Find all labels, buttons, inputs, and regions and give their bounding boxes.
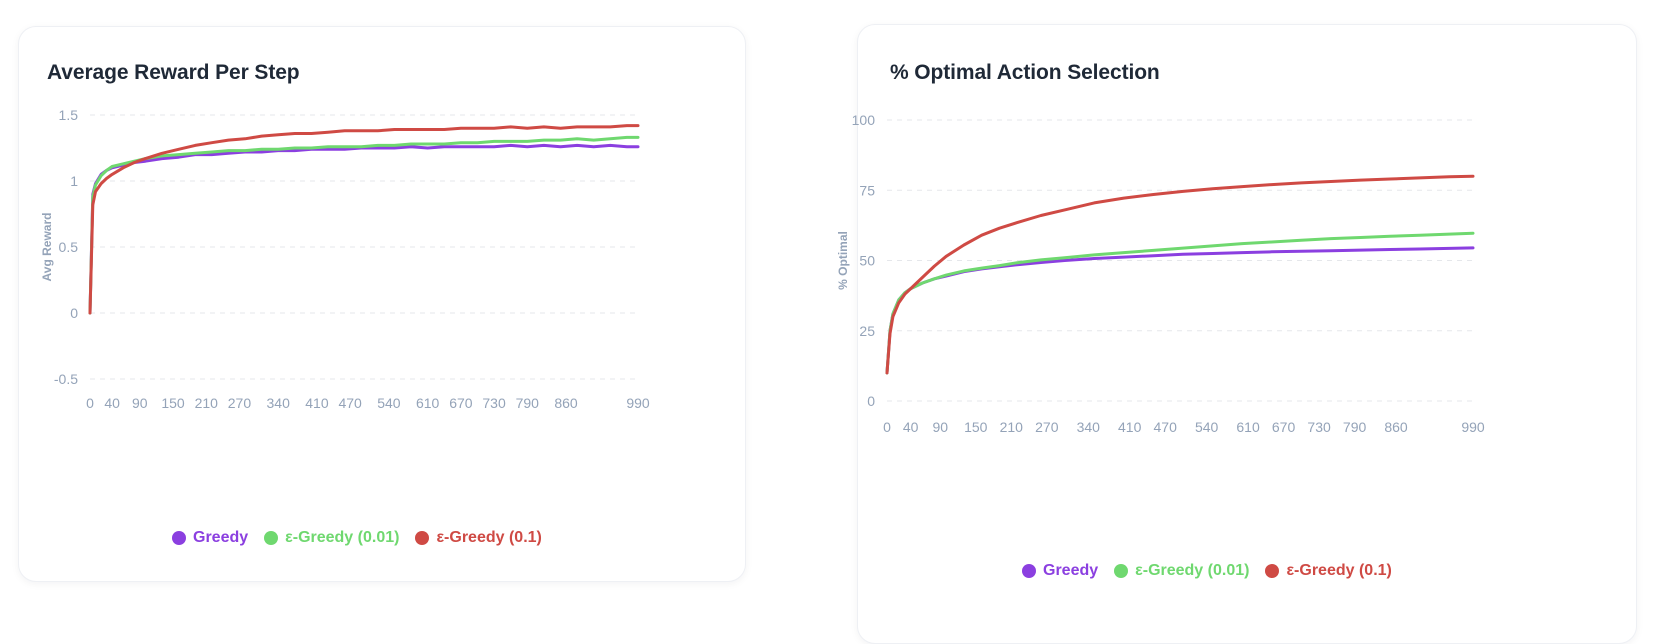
reward-y-tick-label: 1: [70, 173, 78, 189]
reward-y-tick-label: -0.5: [54, 371, 78, 387]
legend-item-eps-01[interactable]: ε-Greedy (0.1): [1265, 562, 1392, 580]
legend-label-eps-001: ε-Greedy (0.01): [1135, 562, 1250, 579]
reward-series-line-greedy[interactable]: [88, 143, 640, 315]
optimal-x-tick-label: 610: [1236, 419, 1260, 435]
legend-item-eps-01[interactable]: ε-Greedy (0.1): [415, 529, 542, 547]
reward-x-tick-label: 270: [228, 395, 252, 411]
legend-item-greedy[interactable]: Greedy: [1022, 562, 1098, 580]
optimal-x-tick-label: 410: [1118, 419, 1142, 435]
reward-x-tick-label: 990: [626, 395, 650, 411]
legend-dot-greedy: [1022, 564, 1036, 578]
reward-chart-legend: Greedy ε-Greedy (0.01) ε-Greedy (0.1): [172, 529, 542, 547]
reward-x-tick-label: 790: [516, 395, 540, 411]
optimal-x-tick-label: 270: [1035, 419, 1059, 435]
reward-x-tick-label: 40: [104, 395, 120, 411]
reward-chart-title: Average Reward Per Step: [47, 61, 300, 84]
optimal-series-line-eps-01[interactable]: [885, 174, 1475, 375]
optimal-chart-svg: 0 25 50 75 100 0 40 90 150 210 270 340 410 470 540 610 6…: [836, 112, 1485, 435]
reward-x-tick-label: 410: [305, 395, 329, 411]
legend-item-eps-001[interactable]: ε-Greedy (0.01): [1114, 562, 1249, 580]
optimal-y-tick-label: 100: [852, 112, 876, 128]
legend-label-greedy: Greedy: [193, 529, 249, 546]
reward-x-tick-label: 470: [338, 395, 362, 411]
optimal-x-tick-label: 150: [964, 419, 988, 435]
optimal-x-tick-label: 90: [932, 419, 948, 435]
optimal-x-tick-label: 340: [1077, 419, 1101, 435]
optimal-x-tick-label: 470: [1154, 419, 1178, 435]
reward-series-line-eps-001[interactable]: [88, 135, 640, 315]
optimal-x-tick-label: 860: [1384, 419, 1408, 435]
reward-x-tick-label: 0: [86, 395, 94, 411]
optimal-x-tick-label: 210: [1000, 419, 1024, 435]
legend-item-eps-001[interactable]: ε-Greedy (0.01): [264, 529, 399, 547]
reward-series-line-eps-01[interactable]: [88, 124, 640, 315]
legend-dot-greedy: [172, 531, 186, 545]
reward-y-tick-label: 0.5: [59, 239, 79, 255]
legend-dot-eps-001: [264, 531, 279, 545]
legend-label-eps-01: ε-Greedy (0.1): [1286, 562, 1392, 579]
optimal-chart-title: % Optimal Action Selection: [890, 61, 1160, 84]
reward-y-tick-label: 0: [70, 305, 78, 321]
legend-label-eps-001: ε-Greedy (0.01): [285, 529, 400, 546]
legend-dot-eps-01: [415, 531, 430, 545]
legend-dot-eps-01: [1265, 564, 1280, 578]
reward-x-tick-label: 540: [377, 395, 401, 411]
optimal-y-tick-label: 75: [859, 182, 875, 198]
optimal-x-tick-label: 990: [1461, 419, 1485, 435]
reward-x-tick-label: 730: [482, 395, 506, 411]
optimal-y-tick-label: 25: [859, 323, 875, 339]
legend-dot-eps-001: [1114, 564, 1129, 578]
reward-x-tick-label: 340: [267, 395, 291, 411]
reward-x-tick-label: 610: [416, 395, 440, 411]
optimal-x-tick-label: 540: [1195, 419, 1219, 435]
optimal-x-tick-label: 40: [903, 419, 919, 435]
optimal-x-tick-label: 0: [883, 419, 891, 435]
reward-x-tick-label: 860: [554, 395, 578, 411]
optimal-x-tick-label: 730: [1307, 419, 1331, 435]
reward-x-tick-label: 90: [132, 395, 148, 411]
optimal-y-tick-label: 0: [867, 393, 875, 409]
optimal-chart-legend: Greedy ε-Greedy (0.01) ε-Greedy (0.1): [1022, 562, 1392, 580]
reward-chart-card: Average Reward Per Step: [18, 26, 746, 582]
optimal-x-tick-label: 790: [1343, 419, 1367, 435]
optimal-x-tick-label: 670: [1272, 419, 1296, 435]
reward-chart-svg: -0.5 0 0.5 1 1.5 0 40 90 150 210 270 340 410 470 540 61…: [40, 107, 650, 411]
reward-x-tick-label: 670: [449, 395, 473, 411]
optimal-series-line-greedy[interactable]: [885, 246, 1475, 375]
legend-label-greedy: Greedy: [1043, 562, 1099, 579]
reward-x-tick-label: 150: [161, 395, 185, 411]
legend-label-eps-01: ε-Greedy (0.1): [436, 529, 542, 546]
reward-y-axis-title: Avg Reward: [40, 213, 54, 282]
legend-item-greedy[interactable]: Greedy: [172, 529, 248, 547]
optimal-y-tick-label: 50: [859, 253, 875, 269]
reward-y-tick-label: 1.5: [59, 107, 79, 123]
optimal-chart-card: % Optimal Action Selection: [857, 24, 1637, 644]
reward-x-tick-label: 210: [195, 395, 219, 411]
optimal-y-axis-title: % Optimal: [836, 231, 850, 290]
